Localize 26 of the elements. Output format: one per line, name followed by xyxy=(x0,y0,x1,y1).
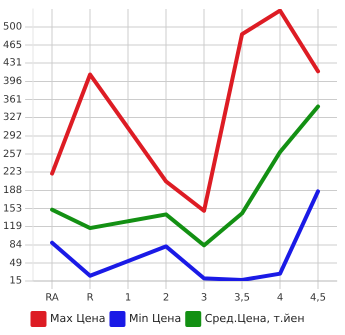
y-tick-label: 500 xyxy=(2,21,22,32)
y-tick-label: 396 xyxy=(2,76,22,87)
y-tick-label: 49 xyxy=(9,258,22,269)
y-tick-label: 361 xyxy=(2,94,22,106)
x-tick-label: RA xyxy=(45,292,59,304)
legend-label: Max Цена xyxy=(50,312,106,325)
y-tick-label: 119 xyxy=(2,221,22,232)
x-tick-label: R xyxy=(86,292,94,304)
x-tick-label: 3,5 xyxy=(234,292,250,304)
y-tick-label: 257 xyxy=(2,148,22,160)
y-tick-label: 153 xyxy=(2,203,22,214)
x-tick-label: 1 xyxy=(124,292,132,304)
y-tick-label: 465 xyxy=(2,40,22,51)
x-tick-label: 4 xyxy=(276,292,284,304)
x-tick-label: 2 xyxy=(162,292,170,304)
y-tick-label: 292 xyxy=(2,130,22,142)
y-tick-label: 223 xyxy=(2,166,22,178)
legend-label: Сред.Цена, т.йен xyxy=(204,312,305,325)
y-tick-label: 84 xyxy=(9,239,22,250)
x-tick-label: 3 xyxy=(200,292,208,304)
legend-label: Min Цена xyxy=(128,312,182,325)
y-tick-label: 188 xyxy=(2,184,22,196)
y-tick-label: 15 xyxy=(9,276,22,287)
x-tick-label: 4,5 xyxy=(310,292,326,304)
y-tick-label: 431 xyxy=(2,58,22,69)
y-tick-label: 327 xyxy=(2,112,22,124)
